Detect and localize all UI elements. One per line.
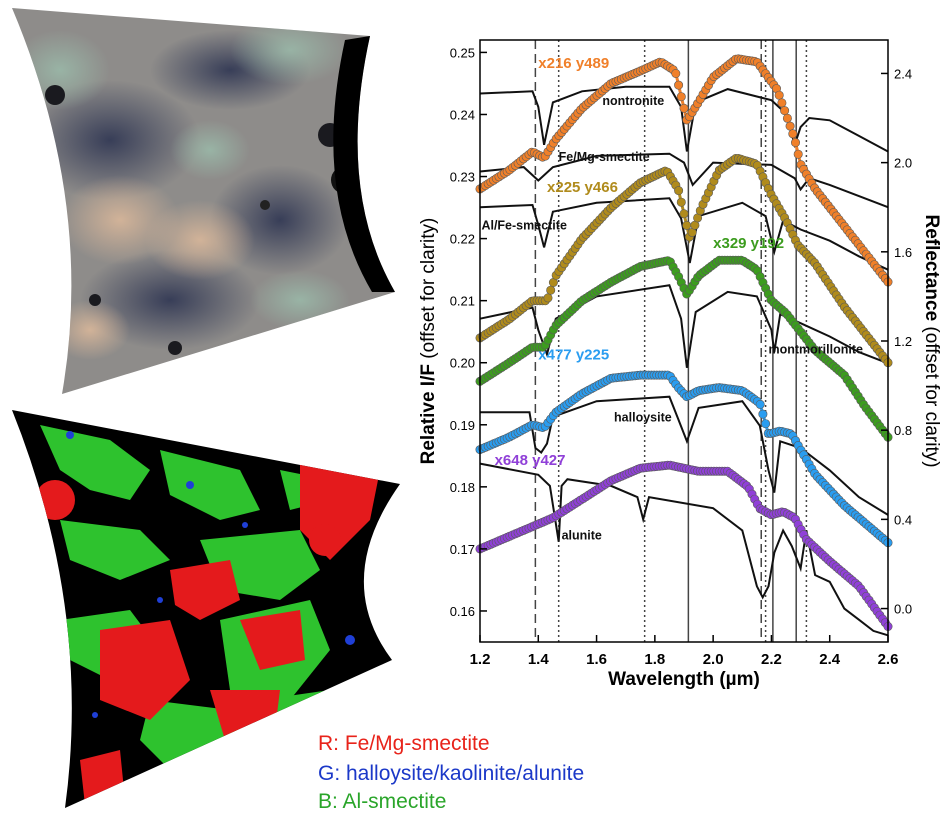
y-right-tick-label: 2.4 <box>894 66 912 81</box>
image-panel: R: Fe/Mg-smectite G: halloysite/kaolinit… <box>0 0 584 819</box>
spectrum-point <box>546 285 556 295</box>
image-canvas <box>12 8 400 808</box>
spectra-chart-panel: x216 y489 nontronite Fe/Mg-smectite x225 y4… <box>400 0 947 819</box>
spectrum-point <box>758 409 768 419</box>
reference-lines <box>534 40 808 642</box>
legend-halloysite-kaolinite-alunite: G: halloysite/kaolinite/alunite <box>318 762 585 785</box>
spectrum-point <box>682 220 692 230</box>
y-left-tick-label: 0.19 <box>450 418 475 433</box>
x-tick-label: 2.2 <box>761 651 782 668</box>
y-left-axis-label: Relative I/F (offset for clarity) <box>418 218 439 465</box>
rgb-composite-image <box>12 8 395 394</box>
spectrum-point <box>782 113 792 123</box>
spectrum-point <box>676 197 686 207</box>
spectrum-point <box>785 121 795 131</box>
x-axis-label: Wavelength (µm) <box>608 669 760 690</box>
y-right-tick-label: 0.0 <box>894 602 912 617</box>
spectrum-label: montmorillonite <box>769 342 863 356</box>
x-tick-label: 1.6 <box>586 651 607 668</box>
spectrum-label: halloysite <box>614 411 672 425</box>
spectrum-point <box>755 399 765 409</box>
spectrum-label: nontronite <box>602 94 664 108</box>
y-right-tick-label: 0.8 <box>894 423 912 438</box>
spectrum-point <box>774 90 784 100</box>
spectrum-point <box>788 129 798 139</box>
spectrum-label: x225 y466 <box>547 179 618 196</box>
y-left-tick-label: 0.25 <box>450 45 475 60</box>
x-tick-label: 2.0 <box>703 651 724 668</box>
spectrum-point <box>761 419 771 429</box>
y-right-tick-label: 2.0 <box>894 156 912 171</box>
spectrum-point <box>674 80 684 90</box>
y-left-tick-label: 0.20 <box>450 356 475 371</box>
observed-spectrum-line <box>479 156 890 364</box>
spectrum-point <box>790 138 800 148</box>
observed-spectrum-3 <box>475 370 893 548</box>
observed-spectrum-2 <box>475 255 893 442</box>
spectrum-label: x216 y489 <box>538 55 609 72</box>
spectrum-label: x648 y427 <box>495 452 566 469</box>
y-left-tick-label: 0.23 <box>450 170 475 185</box>
spectrum-label: x329 y192 <box>713 235 784 252</box>
y-right-axis-ticks: 0.0 0.4 0.8 1.2 1.6 2.0 2.4 <box>881 66 912 617</box>
x-tick-label: 2.4 <box>819 651 841 668</box>
y-right-axis-label: Reflectance (offset for clarity) <box>921 214 942 467</box>
spectrum-point <box>777 98 787 108</box>
spectrum-label: x477 y225 <box>538 347 609 364</box>
y-left-tick-label: 0.18 <box>450 480 475 495</box>
x-axis-ticks: 1.2 1.4 1.6 1.8 2.0 2.2 2.4 2.6 <box>470 635 899 668</box>
spectrum-labels: x216 y489 nontronite Fe/Mg-smectite x225 y4… <box>481 55 863 543</box>
y-left-axis-ticks: 0.16 0.17 0.18 0.19 0.20 0.21 0.22 0.23 0.24 0.25 <box>450 45 487 619</box>
reference-spectrum-al-fe-smectite <box>479 197 889 271</box>
y-left-tick-label: 0.24 <box>450 107 475 122</box>
x-tick-label: 1.4 <box>528 651 550 668</box>
spectra-chart: x216 y489 nontronite Fe/Mg-smectite x225 y4… <box>418 39 942 690</box>
y-left-tick-label: 0.17 <box>450 542 475 557</box>
reference-spectrum-nontronite <box>479 85 889 153</box>
x-tick-label: 2.6 <box>878 651 899 668</box>
y-left-tick-label: 0.22 <box>450 232 475 247</box>
spectrum-point <box>543 293 553 303</box>
y-right-tick-label: 1.2 <box>894 334 912 349</box>
legend-fe-mg-smectite: R: Fe/Mg-smectite <box>318 732 490 755</box>
spectrum-point <box>679 209 689 219</box>
spectrum-point <box>793 149 803 159</box>
spectrum-point <box>674 186 684 196</box>
x-tick-label: 1.8 <box>644 651 665 668</box>
reference-spectrum-fe-mg-smectite <box>479 152 889 209</box>
observed-spectrum-1 <box>475 154 893 368</box>
observed-spectrum-4 <box>475 460 893 631</box>
spectrum-label: Al/Fe-smectite <box>481 218 566 232</box>
spectrum-label: alunite <box>562 529 602 543</box>
spectrum-point <box>676 92 686 102</box>
x-tick-label: 1.2 <box>470 651 491 668</box>
spectrum-label: Fe/Mg-smectite <box>559 150 650 164</box>
legend-al-smectite: B: Al-smectite <box>318 790 447 813</box>
spectrum-point <box>679 103 689 113</box>
y-right-tick-label: 1.6 <box>894 245 912 260</box>
y-right-tick-label: 0.4 <box>894 512 912 527</box>
reference-spectra <box>479 85 889 637</box>
reference-spectrum-alunite <box>479 462 889 637</box>
observed-spectrum-0 <box>475 54 893 287</box>
observed-spectra <box>475 54 893 631</box>
spectrum-point <box>671 69 681 79</box>
spectrum-point <box>780 106 790 116</box>
y-left-tick-label: 0.21 <box>450 294 475 309</box>
y-left-tick-label: 0.16 <box>450 604 475 619</box>
reference-spectrum-montmorillonite <box>479 284 889 368</box>
observed-spectrum-line <box>479 57 890 283</box>
